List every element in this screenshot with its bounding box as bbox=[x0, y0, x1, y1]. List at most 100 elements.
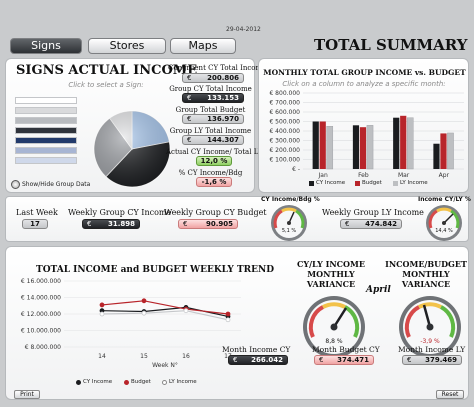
actual-vs-ly-value: 12,0 % bbox=[196, 156, 232, 166]
gauge2-value: 14,4 % bbox=[435, 228, 453, 234]
bar-apr-ly-income[interactable] bbox=[447, 132, 454, 170]
variance-gauge-2: -3,9 % bbox=[398, 295, 462, 359]
month-income-label: Month Income CY bbox=[222, 345, 291, 354]
page-title: TOTAL SUMMARY bbox=[314, 36, 468, 54]
print-button[interactable]: Print bbox=[14, 390, 40, 399]
bar-xtick: Feb bbox=[358, 172, 369, 179]
signs-pie-chart[interactable] bbox=[90, 107, 174, 191]
legend-budget-swatch bbox=[355, 181, 360, 186]
show-hide-checkbox[interactable] bbox=[11, 180, 20, 189]
weekly-cy-label: Weekly Group CY Income bbox=[68, 208, 172, 217]
bar-ytick: € 400.000 bbox=[269, 128, 300, 135]
signs-hint: Click to select a Sign: bbox=[68, 81, 144, 89]
bar-xtick: Apr bbox=[439, 172, 450, 179]
weekly-budget-label: Weekly Group CY Budget bbox=[164, 208, 267, 217]
signs-title: SIGNS ACTUAL INCOME bbox=[16, 63, 198, 78]
trend-legend: CY Income Budget LY Income bbox=[76, 379, 226, 387]
sign-legend-swatch[interactable] bbox=[15, 97, 77, 104]
month-income-value: €266.042 bbox=[228, 355, 288, 365]
bar-ytick: € 600.000 bbox=[269, 109, 300, 116]
group-budget-label: Group Total Budget bbox=[175, 106, 246, 114]
legend-cy-swatch bbox=[309, 181, 314, 186]
date-label: 29-04-2012 bbox=[226, 26, 261, 33]
bar-jan-budget[interactable] bbox=[319, 121, 326, 170]
monthly-bar-chart[interactable]: € - € 100.000 € 200.000 € 300.000 € 400.000 €… bbox=[259, 87, 470, 183]
bar-mar-cy-income[interactable] bbox=[393, 117, 400, 169]
trend-panel: TOTAL INCOME and BUDGET WEEKLY TREND € 8… bbox=[5, 246, 469, 400]
last-week-label: Last Week bbox=[16, 208, 58, 217]
group-ly-value: €144.307 bbox=[182, 135, 244, 145]
bar-feb-cy-income[interactable] bbox=[352, 125, 360, 169]
bar-apr-budget[interactable] bbox=[440, 133, 447, 169]
bar-ytick: € 100.000 bbox=[269, 157, 300, 164]
month-income-number: 266.042 bbox=[251, 356, 283, 364]
legend-ly-label: LY Income bbox=[400, 180, 428, 186]
weekly-gauge-2: 14,4 % bbox=[425, 204, 463, 242]
monthly-panel: MONTHLY TOTAL GROUP INCOME vs. BUDGET Cl… bbox=[258, 58, 469, 193]
legend-ly-swatch bbox=[393, 181, 398, 186]
sign-legend-swatch[interactable] bbox=[15, 107, 77, 114]
weekly-gauge-1: 5,1 % bbox=[270, 204, 308, 242]
trend-xtick: 15 bbox=[140, 353, 148, 360]
weekly-panel: Last Week 17 Weekly Group CY Income €31.… bbox=[5, 196, 471, 242]
bar-jan-cy-income[interactable] bbox=[312, 121, 319, 170]
gauge1-value: 5,1 % bbox=[281, 228, 297, 234]
group-cy-value: €133.153 bbox=[182, 93, 244, 103]
trend-point bbox=[141, 310, 147, 316]
trend-legend-budget: Budget bbox=[131, 379, 151, 385]
bar-apr-cy-income[interactable] bbox=[433, 143, 440, 169]
variance-gauge-1: 8,8 % bbox=[302, 295, 366, 359]
sign-legend-swatch[interactable] bbox=[15, 157, 77, 164]
group-cy-label: Group CY Total Income bbox=[169, 85, 252, 93]
trend-ytick: € 12.000.000 bbox=[21, 311, 61, 318]
bar-mar-ly-income[interactable] bbox=[406, 117, 414, 170]
variance-gauge1-dial bbox=[303, 296, 365, 358]
trend-ytick: € 8.000.000 bbox=[25, 344, 61, 351]
sign-legend-swatch[interactable] bbox=[15, 117, 77, 124]
nav-signs-button[interactable]: Signs bbox=[10, 38, 82, 54]
bar-ytick: € 500.000 bbox=[269, 119, 300, 126]
bar-mar-budget[interactable] bbox=[400, 115, 407, 169]
nav-stores-button[interactable]: Stores bbox=[88, 38, 166, 54]
currency: € bbox=[407, 356, 412, 364]
variance-title-2: INCOME/BUDGET MONTHLY VARIANCE bbox=[385, 259, 467, 289]
trend-point bbox=[225, 317, 231, 323]
trend-point bbox=[225, 311, 231, 317]
trend-xlabel: Week N° bbox=[152, 362, 178, 369]
congruent-label: Congruent CY Total Income bbox=[168, 64, 267, 72]
signs-panel: SIGNS ACTUAL INCOME Click to select a Si… bbox=[5, 58, 267, 193]
reset-button[interactable]: Reset bbox=[436, 390, 464, 399]
trend-title: TOTAL INCOME and BUDGET WEEKLY TREND bbox=[36, 265, 275, 275]
variance-gauge1-value: 8,8 % bbox=[325, 338, 343, 345]
group-budget-value: €136.970 bbox=[182, 114, 244, 124]
bar-ytick: € 700.000 bbox=[269, 100, 300, 107]
monthly-title: MONTHLY TOTAL GROUP INCOME vs. BUDGET bbox=[263, 68, 466, 77]
sign-legend-swatch[interactable] bbox=[15, 147, 77, 154]
sign-legend-swatch[interactable] bbox=[15, 137, 77, 144]
currency: € bbox=[87, 220, 92, 228]
trend-ytick: € 16.000.000 bbox=[21, 278, 61, 285]
weekly-ly-value: €474.842 bbox=[340, 219, 402, 229]
month-ly-number: 379.469 bbox=[425, 356, 457, 364]
bar-ytick: € 300.000 bbox=[269, 138, 300, 145]
group-ly-label: Group LY Total Income bbox=[169, 127, 252, 135]
sign-legend-swatch[interactable] bbox=[15, 127, 77, 134]
congruent-number: 200.806 bbox=[207, 74, 239, 82]
month-ly-label: Month Income LY bbox=[398, 345, 466, 354]
monthly-hint: Click on a column to analyze a specific … bbox=[282, 80, 446, 88]
currency: € bbox=[187, 94, 192, 102]
currency: € bbox=[319, 356, 324, 364]
month-budget-number: 374.471 bbox=[337, 356, 369, 364]
trend-legend-cy-dot bbox=[76, 380, 81, 385]
bar-jan-ly-income[interactable] bbox=[326, 126, 334, 170]
trend-ytick: € 14.000.000 bbox=[21, 295, 61, 302]
cy-bdg-label: % CY Income/Bdg bbox=[178, 169, 243, 177]
nav-maps-button[interactable]: Maps bbox=[170, 38, 236, 54]
currency: € bbox=[233, 356, 238, 364]
weekly-cy-number: 31.898 bbox=[107, 220, 135, 228]
congruent-value: €200.806 bbox=[182, 73, 244, 83]
bar-feb-ly-income[interactable] bbox=[366, 125, 374, 170]
currency: € bbox=[187, 115, 192, 123]
last-week-value: 17 bbox=[22, 219, 48, 229]
bar-feb-budget[interactable] bbox=[359, 127, 367, 169]
